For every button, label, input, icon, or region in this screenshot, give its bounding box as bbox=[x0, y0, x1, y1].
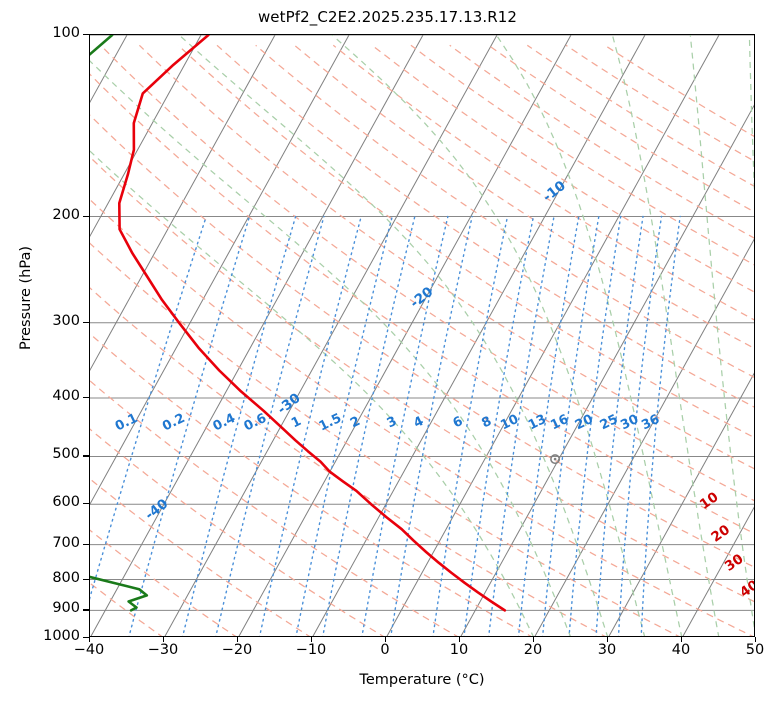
x-axis-tick-mark bbox=[755, 637, 757, 642]
isotherm-label: -40 bbox=[142, 496, 171, 524]
isotherm-label: -30 bbox=[275, 390, 304, 418]
dry-adiabat-label: 20 bbox=[708, 522, 733, 546]
y-axis-tick-label: 400 bbox=[52, 388, 80, 405]
x-axis-tick-mark bbox=[533, 637, 535, 642]
x-axis-tick-mark bbox=[311, 637, 313, 642]
svg-text:0.2: 0.2 bbox=[160, 411, 187, 435]
y-axis-tick-label: 700 bbox=[52, 534, 80, 551]
y-axis-tick-mark bbox=[83, 637, 89, 639]
y-axis-tick-label: 200 bbox=[52, 206, 80, 223]
isotherm-label: -10 bbox=[540, 178, 569, 206]
plot-area: -40 -30 -20 -10 0.1 0.2 0.4 0.6 1 1.5 2 3 4 6 8 10 13 16 2… bbox=[89, 34, 755, 637]
y-axis-tick-label: 300 bbox=[52, 312, 80, 329]
y-axis-tick-mark bbox=[83, 578, 89, 580]
svg-text:25: 25 bbox=[598, 412, 621, 433]
mixing-ratio-label: 36 bbox=[639, 412, 662, 433]
isotherm-label: -20 bbox=[407, 284, 436, 312]
mixing-ratio-label: 16 bbox=[548, 412, 571, 433]
svg-text:6: 6 bbox=[451, 414, 466, 431]
mixing-ratio-label: 3 bbox=[385, 414, 400, 431]
mixing-ratio-label: 13 bbox=[526, 412, 549, 433]
mixing-ratio-label: 20 bbox=[573, 412, 596, 433]
svg-text:20: 20 bbox=[708, 522, 733, 546]
x-axis-tick-mark bbox=[89, 637, 91, 642]
x-axis-tick-label: 40 bbox=[671, 642, 691, 658]
parcel-marker-dot bbox=[553, 457, 557, 461]
parcel-marker bbox=[550, 454, 561, 465]
x-axis-tick-label: 10 bbox=[449, 642, 469, 658]
mixing-ratio-label: 25 bbox=[598, 412, 621, 433]
mixing-ratio-label: 8 bbox=[479, 414, 494, 431]
x-axis-tick-label: 30 bbox=[597, 642, 617, 658]
svg-text:30: 30 bbox=[618, 412, 641, 433]
y-axis-tick-label: 600 bbox=[52, 494, 80, 511]
x-axis-tick-mark bbox=[163, 637, 165, 642]
y-axis-label: Pressure (hPa) bbox=[18, 246, 34, 351]
dry-adiabat-label: 10 bbox=[697, 489, 722, 513]
y-axis-tick-mark bbox=[83, 215, 89, 217]
svg-text:-30: -30 bbox=[275, 390, 304, 418]
x-axis-tick-label: 0 bbox=[380, 642, 390, 658]
x-axis-tick-mark bbox=[237, 637, 239, 642]
x-axis-tick-label: −20 bbox=[221, 642, 253, 658]
svg-text:16: 16 bbox=[548, 412, 571, 433]
mixing-ratio-label: 10 bbox=[498, 412, 521, 433]
x-axis-tick-label: 50 bbox=[745, 642, 765, 658]
svg-text:10: 10 bbox=[498, 412, 521, 433]
mixing-ratio-label: 0.4 bbox=[211, 411, 238, 435]
x-axis-tick-mark bbox=[607, 637, 609, 642]
svg-text:1: 1 bbox=[289, 414, 304, 431]
svg-text:0.4: 0.4 bbox=[211, 411, 238, 435]
y-axis-tick-label: 1000 bbox=[43, 628, 80, 644]
svg-text:-10: -10 bbox=[540, 178, 569, 206]
svg-text:-40: -40 bbox=[142, 496, 171, 524]
svg-text:3: 3 bbox=[385, 414, 400, 431]
y-axis-tick-mark bbox=[83, 543, 89, 545]
dry-adiabat-label: 30 bbox=[722, 551, 747, 575]
svg-text:36: 36 bbox=[639, 412, 662, 433]
y-axis-tick-mark bbox=[83, 321, 89, 323]
dry-adiabat-label: 40 bbox=[737, 577, 755, 601]
y-axis-tick-mark bbox=[83, 397, 89, 399]
x-axis-label: Temperature (°C) bbox=[359, 672, 485, 688]
y-axis-tick-label: 500 bbox=[52, 446, 80, 463]
x-axis-tick-mark bbox=[385, 637, 387, 642]
svg-text:10: 10 bbox=[697, 489, 722, 513]
svg-text:1.5: 1.5 bbox=[317, 411, 344, 435]
svg-text:13: 13 bbox=[526, 412, 549, 433]
svg-text:20: 20 bbox=[573, 412, 596, 433]
x-axis-tick-label: −10 bbox=[295, 642, 327, 658]
mixing-ratio-label: 0.1 bbox=[113, 411, 140, 435]
mixing-ratio-label: 0.2 bbox=[160, 411, 187, 435]
y-axis-tick-mark bbox=[83, 503, 89, 505]
mixing-ratio-label: 30 bbox=[618, 412, 641, 433]
svg-text:-20: -20 bbox=[407, 284, 436, 312]
y-axis-tick-label: 900 bbox=[52, 600, 80, 617]
x-axis-tick-label: 20 bbox=[523, 642, 543, 658]
skewt-plot-svg: -40-30-20-100.1 0.2 0.4 0.6 1 1.5 2 3 4 6 8 10 13 16 2… bbox=[90, 35, 755, 636]
svg-text:40: 40 bbox=[737, 577, 755, 601]
svg-text:8: 8 bbox=[479, 414, 494, 431]
x-axis-tick-mark bbox=[459, 637, 461, 642]
y-axis-tick-label: 100 bbox=[52, 25, 80, 41]
x-axis-tick-label: −30 bbox=[147, 642, 179, 658]
mixing-ratio-label: 1 bbox=[289, 414, 304, 431]
y-axis-tick-label: 800 bbox=[52, 569, 80, 586]
svg-text:30: 30 bbox=[722, 551, 747, 575]
temperature-profile-line bbox=[118, 35, 507, 612]
x-axis-tick-mark bbox=[681, 637, 683, 642]
page-title: wetPf2_C2E2.2025.235.17.13.R12 bbox=[257, 8, 518, 26]
y-axis-tick-mark bbox=[83, 455, 89, 457]
svg-text:0.1: 0.1 bbox=[113, 411, 140, 435]
mixing-ratio-label: 6 bbox=[451, 414, 466, 431]
y-axis-tick-mark bbox=[83, 34, 89, 36]
x-axis-tick-label: −40 bbox=[73, 642, 105, 658]
mixing-ratio-label: 1.5 bbox=[317, 411, 344, 435]
y-axis-tick-mark bbox=[83, 609, 89, 611]
